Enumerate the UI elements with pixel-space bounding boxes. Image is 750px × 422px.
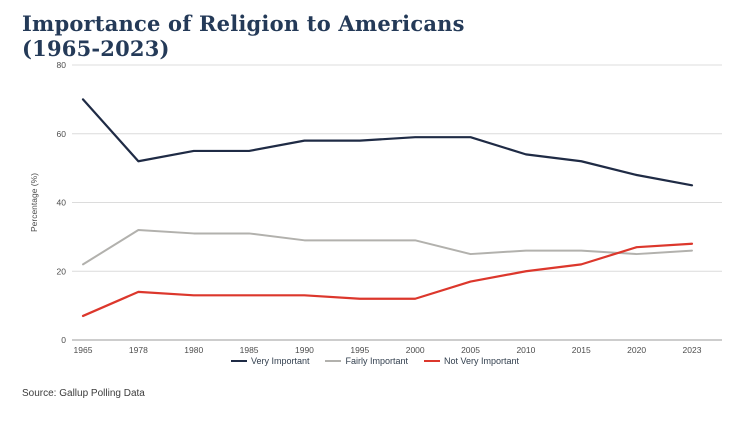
x-tick-label-1965: 1965: [74, 345, 93, 355]
x-tick-label-1995: 1995: [350, 345, 369, 355]
y-tick-label: 40: [57, 198, 67, 208]
legend-label: Fairly Important: [345, 356, 408, 366]
y-tick-label: 80: [57, 60, 67, 70]
legend-label: Not Very Important: [444, 356, 520, 366]
x-tick-label-2023: 2023: [683, 345, 702, 355]
legend-label: Very Important: [250, 356, 310, 366]
chart-legend: Very Important Fairly Important Not Very I…: [0, 356, 750, 366]
legend-item-fairly-important: Fairly Important: [325, 356, 408, 366]
legend-swatch: [230, 360, 247, 362]
legend-item-very-important: Very Important: [230, 356, 310, 366]
chart-title-line2: (1965-2023): [22, 35, 170, 61]
series-line-not-very-important: [81, 242, 694, 318]
y-axis-title: Percentage (%): [29, 173, 39, 232]
source-note: Source: Gallup Polling Data: [22, 388, 145, 399]
y-tick-label: 20: [57, 266, 67, 276]
legend-swatch: [424, 360, 440, 362]
x-tick-label-1990: 1990: [295, 345, 314, 355]
x-tick-label-1978: 1978: [129, 345, 148, 355]
y-tick-label: 0: [61, 335, 66, 345]
x-tick-label-2000: 2000: [406, 345, 425, 355]
x-tick-label-1985: 1985: [240, 345, 259, 355]
legend-swatch: [325, 360, 342, 362]
x-tick-label-2005: 2005: [461, 345, 480, 355]
legend-item-not-very-important: Not Very Important: [424, 356, 519, 366]
y-tick-label: 60: [57, 129, 67, 139]
x-tick-label-2010: 2010: [516, 345, 535, 355]
series-line-very-important: [81, 98, 694, 187]
chart-title: Importance of Religion to Americans (1965…: [22, 11, 465, 62]
x-tick-label-2015: 2015: [572, 345, 591, 355]
series-line-fairly-important: [82, 229, 693, 266]
chart-title-line1: Importance of Religion to Americans: [22, 11, 465, 36]
x-tick-label-2020: 2020: [627, 345, 646, 355]
x-tick-label-1980: 1980: [184, 345, 203, 355]
